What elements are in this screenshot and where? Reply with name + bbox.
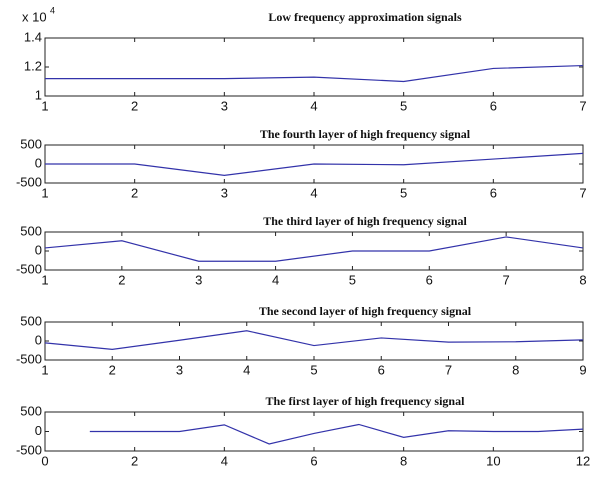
signal-line — [45, 152, 584, 177]
signal-line — [45, 64, 584, 83]
x-tick-label: 1 — [41, 98, 48, 113]
x-tick-label: 1 — [41, 362, 48, 377]
x-tick-label: 2 — [131, 185, 138, 200]
y-multiplier-exponent: 4 — [50, 5, 55, 15]
y-tick-label: 0 — [35, 332, 42, 347]
subplot-title: Low frequency approximation signals — [268, 10, 462, 24]
x-tick-label: 7 — [445, 362, 452, 377]
x-tick-label: 2 — [109, 362, 116, 377]
x-tick-label: 7 — [579, 98, 586, 113]
y-tick-label: -500 — [16, 174, 42, 189]
x-tick-label: 2 — [131, 453, 138, 468]
axes-frame — [44, 321, 584, 361]
x-tick-label: 6 — [426, 272, 433, 287]
axes-frame — [44, 37, 584, 97]
x-tick-label: 5 — [400, 98, 407, 113]
x-tick-label: 2 — [118, 272, 125, 287]
x-tick-label: 3 — [195, 272, 202, 287]
x-tick-label: 8 — [400, 453, 407, 468]
x-tick-label: 4 — [310, 98, 317, 113]
x-tick-label: 7 — [579, 185, 586, 200]
y-tick-label: 1.4 — [24, 29, 42, 44]
x-tick-label: 2 — [131, 98, 138, 113]
signal-line — [44, 236, 584, 262]
x-tick-label: 3 — [221, 98, 228, 113]
signal-line — [44, 330, 584, 350]
subplot-title: The fourth layer of high frequency signa… — [260, 127, 471, 141]
y-tick-label: -500 — [16, 261, 42, 276]
x-tick-label: 6 — [378, 362, 385, 377]
x-tick-label: 1 — [41, 185, 48, 200]
y-tick-label: 500 — [20, 313, 42, 328]
y-tick-label: 500 — [20, 403, 42, 418]
x-tick-label: 8 — [512, 362, 519, 377]
axes-frame — [44, 231, 584, 271]
x-tick-label: 6 — [310, 453, 317, 468]
x-tick-label: 4 — [243, 362, 250, 377]
y-tick-label: -500 — [16, 442, 42, 457]
x-tick-label: 6 — [490, 185, 497, 200]
subplot-title: The first layer of high frequency signal — [266, 394, 466, 408]
x-tick-label: 8 — [579, 272, 586, 287]
y-multiplier: x 10 — [22, 9, 47, 24]
subplot-title: The third layer of high frequency signal — [263, 214, 467, 228]
x-tick-label: 10 — [486, 453, 500, 468]
y-tick-label: 0 — [35, 242, 42, 257]
y-tick-label: 0 — [35, 155, 42, 170]
x-tick-label: 3 — [176, 362, 183, 377]
y-tick-label: 500 — [20, 223, 42, 238]
y-tick-label: 0 — [35, 423, 42, 438]
y-tick-label: -500 — [16, 351, 42, 366]
signal-line — [89, 423, 584, 445]
x-tick-label: 7 — [503, 272, 510, 287]
x-tick-label: 4 — [221, 453, 228, 468]
y-tick-label: 1 — [35, 87, 42, 102]
x-tick-label: 0 — [41, 453, 48, 468]
x-tick-label: 5 — [349, 272, 356, 287]
y-tick-label: 500 — [20, 136, 42, 151]
x-tick-label: 1 — [41, 272, 48, 287]
subplot-title: The second layer of high frequency signa… — [259, 304, 472, 318]
x-tick-label: 5 — [400, 185, 407, 200]
x-tick-label: 5 — [310, 362, 317, 377]
x-tick-label: 4 — [310, 185, 317, 200]
x-tick-label: 3 — [221, 185, 228, 200]
x-tick-label: 6 — [490, 98, 497, 113]
x-tick-label: 12 — [576, 453, 590, 468]
y-tick-label: 1.2 — [24, 58, 42, 73]
x-tick-label: 4 — [272, 272, 279, 287]
x-tick-label: 9 — [579, 362, 586, 377]
